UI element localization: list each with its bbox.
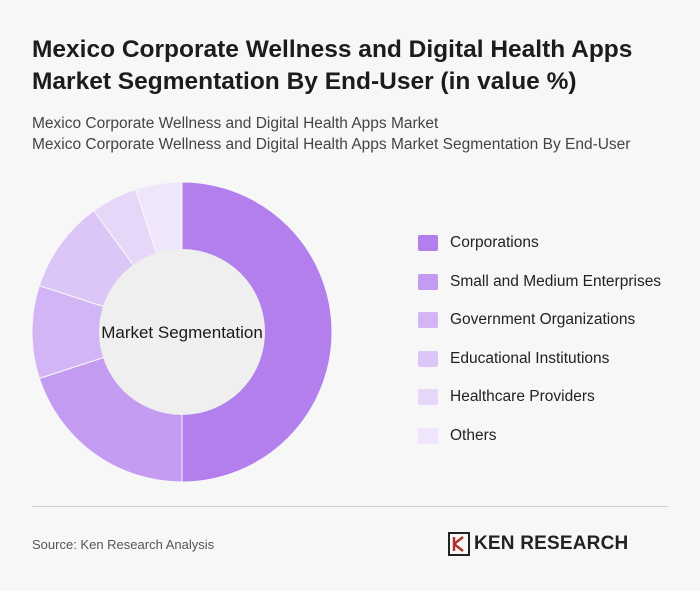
donut-chart: Market Segmentation: [31, 181, 333, 483]
ken-research-logo-icon: [448, 532, 470, 556]
donut-center-label: Market Segmentation: [101, 323, 263, 342]
legend-swatch: [418, 427, 438, 444]
legend-item: Others: [418, 417, 688, 456]
legend-swatch: [418, 312, 438, 329]
subtitle-line-1: Mexico Corporate Wellness and Digital He…: [32, 115, 439, 132]
footer-divider: [32, 506, 668, 507]
legend-label: Small and Medium Enterprises: [450, 272, 662, 290]
chart-title: Mexico Corporate Wellness and Digital He…: [32, 36, 633, 95]
ken-research-logo: KEN RESEARCH: [448, 529, 628, 559]
legend-label: Healthcare Providers: [450, 388, 595, 406]
legend-label: Government Organizations: [450, 311, 636, 329]
subtitle-line-2: Mexico Corporate Wellness and Digital He…: [32, 136, 631, 153]
legend-swatch: [418, 350, 438, 367]
source-note: Source: Ken Research Analysis: [32, 537, 215, 552]
legend-item: Government Organizations: [418, 301, 688, 340]
legend-item: Small and Medium Enterprises: [418, 263, 688, 302]
chart-legend: Corporations Small and Medium Enterprises…: [418, 224, 688, 455]
ken-research-logo-text: KEN RESEARCH: [474, 533, 629, 554]
legend-item: Corporations: [418, 224, 688, 263]
legend-swatch: [418, 389, 438, 406]
legend-label: Educational Institutions: [450, 349, 610, 367]
legend-item: Healthcare Providers: [418, 378, 688, 417]
legend-label: Corporations: [450, 234, 539, 252]
legend-item: Educational Institutions: [418, 340, 688, 379]
legend-label: Others: [450, 426, 497, 444]
donut-hole: [99, 249, 265, 415]
legend-swatch: [418, 235, 438, 252]
legend-swatch: [418, 273, 438, 290]
chart-subtitle: Mexico Corporate Wellness and Digital He…: [32, 113, 682, 155]
